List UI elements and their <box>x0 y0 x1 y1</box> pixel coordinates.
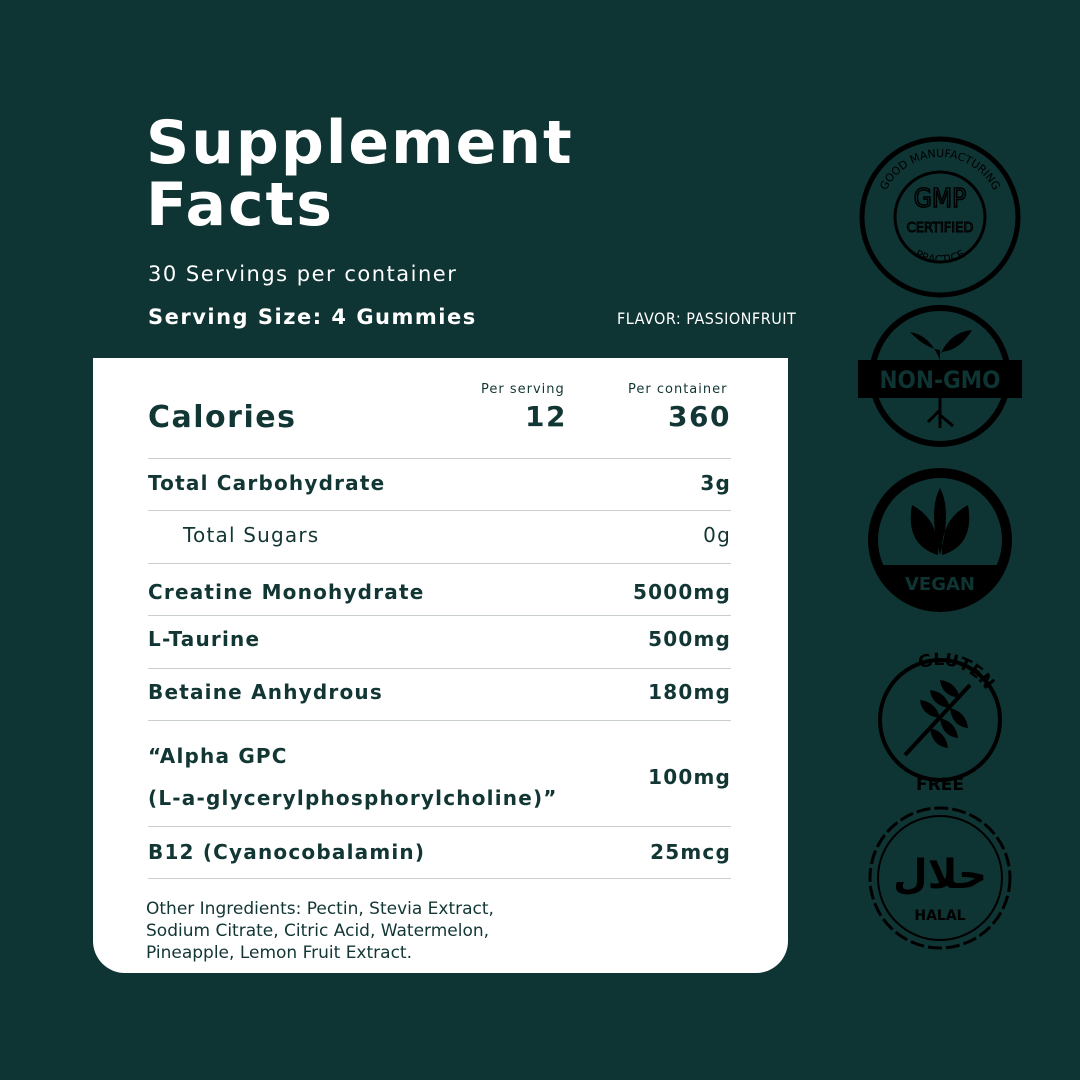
nutrient-amount: 100mg <box>648 765 731 789</box>
nutrient-amount: 0g <box>703 523 731 547</box>
nutrient-name: Creatine Monohydrate <box>148 580 425 604</box>
nutrient-name: “Alpha GPC <box>148 744 288 768</box>
row-divider <box>148 615 731 616</box>
row-divider <box>148 668 731 669</box>
column-header: Per serving <box>481 382 565 397</box>
column-header: Per container <box>628 382 728 397</box>
nutrient-amount: 5000mg <box>632 580 731 604</box>
badge-vegan <box>868 468 1012 612</box>
calories-label: Calories <box>148 400 297 435</box>
flavor: FLAVOR: PASSIONFRUIT <box>617 309 797 328</box>
badge-text: NON-GMO <box>879 366 1000 394</box>
badge-nongmo <box>858 305 1022 447</box>
badge-text: VEGAN <box>905 574 975 595</box>
row-divider <box>148 510 731 511</box>
badge-arc-text: GLUTEN <box>916 650 998 693</box>
nutrient-amount: 180mg <box>648 680 731 704</box>
badge-halal <box>868 806 1012 950</box>
badge-gluten <box>878 658 1002 782</box>
badge-text: PRACTICE <box>913 247 967 266</box>
nutrient-name: Total Carbohydrate <box>148 471 386 495</box>
badge-text: حلال <box>893 852 987 898</box>
nutrient-name: L-Taurine <box>148 627 261 651</box>
row-divider <box>148 826 731 827</box>
badge-text: GLUTEN <box>916 650 998 693</box>
row-divider <box>148 720 731 721</box>
row-divider <box>148 458 731 459</box>
badge-arc-text: PRACTICE <box>913 247 967 266</box>
facts-card: Per serving Per container Calories 12 36… <box>93 358 788 973</box>
badge-text: GMP <box>914 184 966 214</box>
nutrient-name: B12 (Cyanocobalamin) <box>148 840 426 864</box>
title-line: Supplement <box>146 108 574 178</box>
badge-gmp <box>859 136 1021 298</box>
nutrient-name: Total Sugars <box>183 523 320 547</box>
badge-text: CERTIFIED <box>907 221 974 236</box>
badges: GMP CERTIFIED GOOD MANUFACTURING PRACTIC… <box>858 136 1022 950</box>
other-ingredients: Other Ingredients: Pectin, Stevia Extrac… <box>146 899 494 963</box>
serving-size: Serving Size: 4 Gummies <box>148 305 477 329</box>
calories-per-serving: 12 <box>525 400 567 433</box>
nutrient-amount: 500mg <box>648 627 731 651</box>
title-line: Facts <box>146 170 334 240</box>
badge-text: FREE <box>916 775 964 795</box>
title: Supplement Facts <box>146 112 574 236</box>
calories-per-container: 360 <box>668 400 731 433</box>
nutrient-amount: 25mcg <box>650 840 731 864</box>
nutrient-name: Betaine Anhydrous <box>148 680 383 704</box>
row-divider <box>148 563 731 564</box>
nutrient-name: (L-a-glycerylphosphorylcholine)” <box>148 786 558 810</box>
servings: 30 Servings per container <box>148 262 458 286</box>
badge-text: HALAL <box>914 908 965 924</box>
nutrient-amount: 3g <box>700 471 731 495</box>
row-divider <box>148 878 731 879</box>
